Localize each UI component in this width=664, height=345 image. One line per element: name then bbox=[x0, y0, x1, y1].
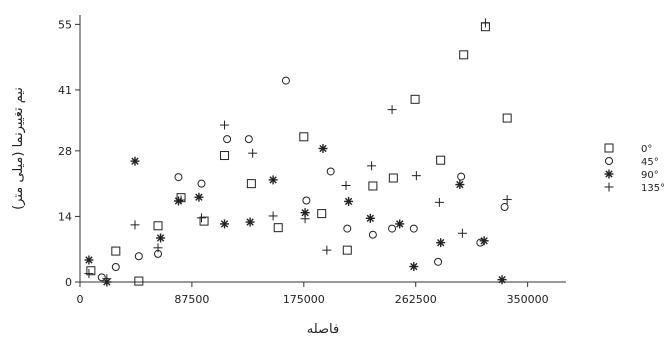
point-circle bbox=[409, 224, 418, 233]
point-plus bbox=[480, 18, 490, 28]
point-square bbox=[388, 173, 398, 183]
x-ticks: 0 87500 175000 262500 350000 bbox=[77, 282, 549, 306]
y-tick-label: 0 bbox=[65, 276, 72, 289]
point-star bbox=[344, 196, 354, 206]
point-plus bbox=[322, 245, 332, 255]
point-circle bbox=[244, 135, 253, 144]
y-tick-label: 55 bbox=[58, 18, 72, 31]
point-circle bbox=[457, 172, 466, 181]
point-square bbox=[273, 223, 283, 233]
point-plus bbox=[502, 195, 512, 205]
point-star bbox=[268, 175, 278, 185]
y-axis-title: نیم تغییرنما (میلی متر) bbox=[11, 87, 26, 210]
point-plus bbox=[197, 213, 206, 223]
x-tick-label: 350000 bbox=[507, 293, 549, 306]
y-ticks: 0 14 28 41 55 bbox=[58, 18, 80, 289]
legend-label: 45° bbox=[641, 157, 659, 168]
point-star bbox=[455, 180, 465, 190]
point-star bbox=[194, 192, 204, 202]
point-plus bbox=[84, 269, 94, 279]
y-tick-label: 28 bbox=[58, 145, 72, 158]
point-star bbox=[130, 156, 140, 166]
point-square bbox=[502, 113, 512, 123]
x-tick-label: 0 bbox=[77, 293, 84, 306]
point-plus bbox=[367, 161, 377, 171]
point-square bbox=[111, 246, 121, 256]
point-circle bbox=[388, 224, 397, 233]
axes bbox=[79, 15, 566, 283]
point-plus bbox=[411, 171, 421, 181]
point-star bbox=[365, 213, 375, 223]
point-circle bbox=[326, 167, 335, 176]
point-circle bbox=[500, 203, 509, 212]
x-tick-label: 87500 bbox=[174, 293, 209, 306]
point-plus bbox=[300, 214, 310, 224]
point-star bbox=[318, 144, 328, 153]
point-plus bbox=[248, 148, 258, 158]
point-plus bbox=[102, 274, 112, 284]
point-circle bbox=[111, 263, 120, 272]
point-star bbox=[173, 196, 183, 206]
point-plus bbox=[387, 105, 397, 115]
point-star bbox=[245, 217, 255, 227]
point-plus bbox=[268, 211, 278, 221]
point-star bbox=[479, 236, 489, 246]
point-plus bbox=[153, 243, 163, 253]
point-square bbox=[153, 221, 163, 231]
point-square bbox=[342, 245, 352, 255]
point-star bbox=[84, 255, 94, 265]
y-tick-label: 14 bbox=[58, 210, 72, 223]
legend-marker-star bbox=[604, 169, 614, 179]
point-plus bbox=[341, 181, 351, 191]
point-square bbox=[220, 151, 230, 161]
point-circle bbox=[368, 230, 377, 239]
point-square bbox=[199, 216, 209, 226]
point-star bbox=[409, 262, 419, 272]
point-circle bbox=[223, 135, 232, 144]
x-axis-title: فاصله bbox=[307, 322, 340, 337]
x-tick-label: 262500 bbox=[395, 293, 437, 306]
point-star bbox=[395, 219, 405, 229]
legend-label: 135° bbox=[641, 183, 664, 194]
point-square bbox=[368, 181, 378, 191]
point-star bbox=[156, 233, 166, 243]
point-star bbox=[497, 275, 507, 285]
legend-marker-circle bbox=[605, 157, 613, 165]
point-circle bbox=[281, 76, 290, 85]
point-plus bbox=[220, 120, 230, 130]
point-circle bbox=[174, 173, 183, 182]
point-plus bbox=[176, 195, 186, 205]
point-star bbox=[436, 238, 446, 248]
legend-marker-plus bbox=[604, 182, 614, 192]
x-tick-label: 175000 bbox=[283, 293, 325, 306]
point-circle bbox=[434, 257, 443, 266]
point-square bbox=[410, 94, 420, 104]
point-circle bbox=[302, 196, 311, 205]
legend-label: 0° bbox=[641, 144, 652, 155]
point-plus bbox=[434, 197, 444, 207]
point-square bbox=[436, 155, 446, 165]
point-square bbox=[459, 50, 469, 60]
point-square bbox=[246, 179, 256, 189]
point-square bbox=[134, 276, 144, 286]
point-plus bbox=[457, 228, 467, 238]
legend-marker-square bbox=[604, 143, 614, 153]
data-marks bbox=[84, 18, 512, 287]
legend: 0° 45° 90° 135° bbox=[604, 143, 664, 194]
legend-label: 90° bbox=[641, 170, 659, 181]
point-circle bbox=[343, 224, 352, 233]
point-plus bbox=[130, 220, 140, 230]
point-circle bbox=[97, 273, 106, 282]
point-square bbox=[86, 266, 96, 276]
point-square bbox=[317, 209, 327, 219]
y-tick-label: 41 bbox=[58, 84, 72, 97]
point-square bbox=[299, 132, 309, 142]
point-circle bbox=[197, 179, 206, 188]
point-star bbox=[220, 219, 230, 229]
point-circle bbox=[134, 252, 143, 261]
